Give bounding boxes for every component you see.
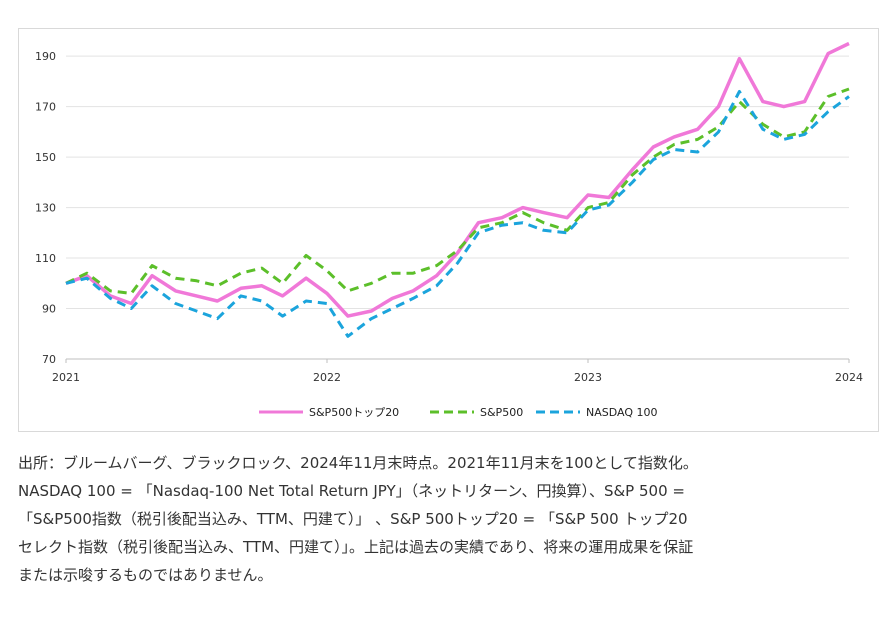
caption-line-1: 出所：ブルームバーグ、ブラックロック、2024年11月末時点。2021年11月末… xyxy=(18,454,698,472)
y-tick-label: 90 xyxy=(42,303,56,316)
y-tick-label: 70 xyxy=(42,353,56,366)
caption-line-3: 「S&P500指数（税引後配当込み、TTM、円建て）」 、S&P 500トップ2… xyxy=(18,510,688,528)
line-chart: 70 90 110 130 150 170 190 2021 2022 2023 2024 S&P50… xyxy=(35,41,863,419)
series-line-2 xyxy=(65,90,850,338)
chart-panel: 70 90 110 130 150 170 190 2021 2022 2023 2024 S&P50… xyxy=(18,28,879,432)
y-tick-label: 190 xyxy=(35,50,56,63)
legend-label-1: S&P500 xyxy=(480,406,523,419)
x-tick-label: 2024 xyxy=(835,371,863,384)
caption-line-4: セレクト指数（税引後配当込み、TTM、円建て）」。上記は過去の実績であり、将来の… xyxy=(18,538,694,556)
series-line-0 xyxy=(65,41,850,318)
caption-line-5: または示唆するものではありません。 xyxy=(18,566,273,584)
y-tick-label: 150 xyxy=(35,151,56,164)
series-line-1 xyxy=(65,87,850,295)
legend-label-2: NASDAQ 100 xyxy=(586,406,658,419)
source-caption: 出所：ブルームバーグ、ブラックロック、2024年11月末時点。2021年11月末… xyxy=(18,449,880,589)
x-tick-label: 2023 xyxy=(574,371,602,384)
legend-label-0: S&P500トップ20 xyxy=(309,406,399,419)
y-tick-label: 110 xyxy=(35,252,56,265)
y-tick-label: 170 xyxy=(35,101,56,114)
caption-line-2: NASDAQ 100 = 「Nasdaq-100 Net Total Retur… xyxy=(18,482,685,500)
y-tick-label: 130 xyxy=(35,202,56,215)
x-tick-label: 2021 xyxy=(52,371,80,384)
x-tick-label: 2022 xyxy=(313,371,341,384)
